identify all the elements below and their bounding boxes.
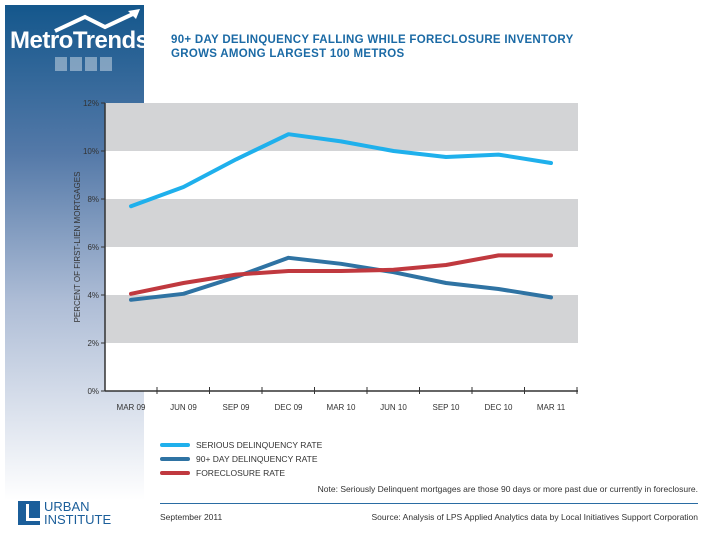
y-tick-label: 4% (87, 291, 99, 300)
grid-band (105, 199, 578, 247)
x-tick-label: SEP 10 (433, 403, 461, 412)
org-line-2: INSTITUTE (44, 512, 112, 527)
legend-label: FORECLOSURE RATE (196, 468, 286, 478)
logo-text: MetroTrends (10, 27, 149, 54)
x-tick-label: JUN 09 (170, 403, 197, 412)
legend-item-serious: SERIOUS DELINQUENCY RATE (160, 438, 322, 452)
trend-arrow-icon (54, 9, 140, 33)
title-line-2: GROWS AMONG LARGEST 100 METROS (171, 48, 405, 60)
legend-item-foreclosure: FORECLOSURE RATE (160, 466, 322, 480)
y-axis-label: PERCENT OF FIRST-LIEN MORTGAGES (73, 172, 82, 323)
org-line-1: URBAN (44, 499, 90, 514)
y-tick-label: 0% (87, 387, 99, 396)
source: Source: Analysis of LPS Applied Analytic… (371, 512, 699, 522)
y-tick-label: 8% (87, 195, 99, 204)
footnote: Note: Seriously Delinquent mortgages are… (317, 484, 698, 494)
legend-label: SERIOUS DELINQUENCY RATE (196, 440, 323, 450)
date: September 2011 (160, 512, 223, 522)
grid-band (105, 103, 578, 151)
grid-band (105, 295, 578, 343)
x-tick-label: MAR 09 (117, 403, 146, 412)
legend-item-90day: 90+ DAY DELINQUENCY RATE (160, 452, 322, 466)
x-tick-label: DEC 09 (274, 403, 303, 412)
y-tick-label: 12% (83, 99, 99, 108)
metrotrends-logo: MetroTrends (10, 9, 149, 71)
chart-title: 90+ DAY DELINQUENCY FALLING WHILE FORECL… (171, 33, 574, 61)
legend-swatch (160, 457, 190, 461)
legend: SERIOUS DELINQUENCY RATE 90+ DAY DELINQU… (160, 438, 322, 480)
x-tick-label: MAR 11 (537, 403, 566, 412)
urban-institute-mark-icon (18, 501, 40, 525)
y-tick-label: 10% (83, 147, 99, 156)
legend-label: 90+ DAY DELINQUENCY RATE (196, 454, 318, 464)
x-tick-label: SEP 09 (223, 403, 251, 412)
logo-bars (55, 57, 112, 71)
x-tick-label: DEC 10 (484, 403, 513, 412)
legend-swatch (160, 471, 190, 475)
urban-institute-logo: URBAN INSTITUTE (18, 500, 111, 526)
divider (160, 503, 698, 504)
y-tick-label: 2% (87, 339, 99, 348)
y-tick-label: 6% (87, 243, 99, 252)
x-tick-label: JUN 10 (380, 403, 407, 412)
title-line-1: 90+ DAY DELINQUENCY FALLING WHILE FORECL… (171, 34, 574, 46)
legend-swatch (160, 443, 190, 447)
x-tick-label: MAR 10 (327, 403, 356, 412)
